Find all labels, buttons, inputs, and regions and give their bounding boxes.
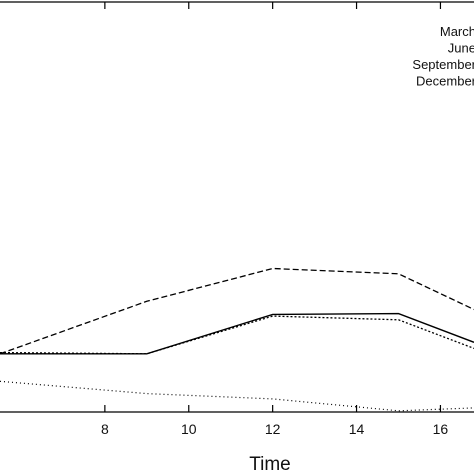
series-lines: [0, 267, 474, 412]
x-tick-label: 14: [349, 421, 365, 437]
series-line-september: [0, 315, 474, 355]
plot-frame: [0, 1, 474, 413]
x-ticks: 8 10 12 14 16: [101, 2, 448, 437]
x-tick-label: 8: [101, 421, 109, 437]
x-axis-title: Time: [249, 454, 291, 474]
x-tick-label: 10: [181, 421, 197, 437]
legend-label-march: March: [440, 24, 474, 39]
series-line-december: [0, 380, 474, 412]
legend-label-june: June: [448, 41, 474, 56]
legend-label-december: December: [416, 74, 474, 89]
legend-label-september: September: [412, 57, 474, 72]
series-line-march: [0, 312, 474, 355]
x-tick-label: 16: [433, 421, 449, 437]
x-tick-label: 12: [265, 421, 281, 437]
series-line-june: [0, 267, 474, 355]
